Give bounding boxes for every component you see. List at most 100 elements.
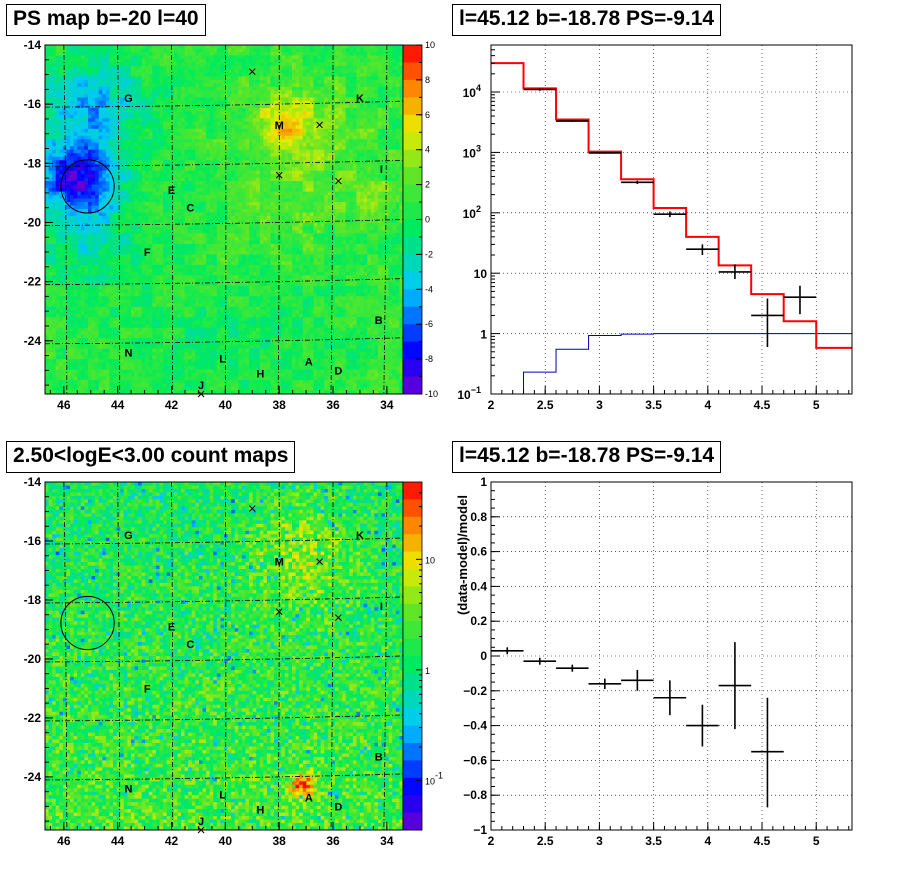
- map-x-tick-label: 44: [111, 398, 125, 412]
- colorbar-tick-label: -2: [425, 249, 433, 259]
- source-label-F: F: [144, 683, 151, 695]
- map-y-tick-label: -20: [24, 652, 42, 666]
- source-label-E: E: [168, 622, 175, 634]
- residual-y-tick-label: −0.4: [463, 719, 487, 733]
- spectrum-y-tick-label: 1: [480, 328, 487, 342]
- data-point: [653, 211, 687, 218]
- source-label-B: B: [375, 315, 383, 327]
- residual-point: [556, 664, 589, 672]
- residual-y-tick-label: −1: [473, 823, 487, 837]
- residual-y-tick-label: 0.6: [470, 545, 487, 559]
- residual-y-axis-title: (data-model)/model: [455, 495, 470, 615]
- source-cross-mark: [197, 390, 205, 398]
- data-point: [686, 244, 719, 256]
- source-label-N: N: [124, 784, 132, 796]
- colorbar: 10 1 10-1: [402, 481, 443, 831]
- residual-y-tick-label: 0: [480, 649, 487, 663]
- target-circle: [60, 595, 115, 651]
- residual-x-tick-label: 5: [813, 834, 820, 848]
- spectrum-y-tick-label: 104: [463, 83, 481, 100]
- residual-y-tick-label: −0.6: [463, 753, 487, 767]
- count-map-title: 2.50<logE<3.00 count maps: [6, 441, 296, 473]
- background-model-line: [491, 333, 852, 395]
- spectrum-y-tick-label: 10−1: [457, 385, 481, 402]
- source-label-I: I: [380, 601, 383, 613]
- colorbar-tick-label: 1: [425, 666, 430, 676]
- source-cross-mark: [316, 121, 323, 129]
- residual-point: [491, 647, 524, 655]
- residual-x-tick-label: 4: [704, 834, 711, 848]
- model-step-line: [491, 62, 852, 349]
- source-label-I: I: [380, 164, 383, 176]
- data-point: [621, 180, 654, 184]
- map-graticule: [44, 481, 404, 831]
- residual-x-tick-label: 3: [596, 834, 603, 848]
- map-y-tick-label: -14: [24, 38, 42, 52]
- source-label-H: H: [256, 368, 264, 380]
- source-label-H: H: [256, 804, 264, 816]
- target-circle: [60, 159, 115, 214]
- source-cross-mark: [275, 171, 283, 179]
- source-label-K: K: [356, 93, 364, 105]
- source-label-E: E: [168, 185, 175, 197]
- colorbar-tick-label: -10: [425, 389, 438, 399]
- source-cross-mark: [248, 68, 256, 75]
- residual-point: [718, 642, 752, 730]
- spectrum-title: l=45.12 b=-18.78 PS=-9.14: [452, 4, 722, 36]
- residual-point: [751, 697, 784, 808]
- spectrum-x-tick-label: 2: [488, 398, 495, 412]
- map-y-tick-label: -24: [24, 334, 42, 348]
- source-label-N: N: [124, 348, 132, 360]
- source-label-J: J: [198, 816, 204, 828]
- map-x-tick-label: 42: [165, 834, 179, 848]
- source-label-D: D: [334, 365, 342, 377]
- spectrum-y-tick-label: 103: [463, 143, 481, 160]
- source-label-C: C: [186, 639, 194, 651]
- map-y-tick-label: -14: [24, 475, 42, 489]
- source-label-L: L: [219, 354, 226, 366]
- source-label-L: L: [219, 790, 226, 802]
- spectrum-x-tick-label: 3: [596, 398, 603, 412]
- colorbar-tick-label: -4: [425, 284, 433, 294]
- residual-panel: 2 2.5 3 3.5 4 4.5 5 1 0.8 0.6 0.4 0.2 0 −0.2 −0.4 −0.6 −…: [455, 475, 853, 848]
- map-panel-0: 46 44 42 40 38 36 34-14-16-18-20-22-24G KMECIFB…: [24, 38, 438, 412]
- colorbar-tick-label: 10-1: [425, 770, 443, 786]
- spectrum-y-tick-label: 102: [463, 204, 481, 221]
- source-cross-mark: [335, 177, 342, 185]
- data-point: [783, 285, 817, 315]
- source-cross-mark: [248, 505, 256, 512]
- map-x-tick-label: 40: [219, 834, 233, 848]
- source-label-M: M: [275, 557, 284, 569]
- spectrum-x-tick-label: 2.5: [537, 398, 554, 412]
- map-cells: [45, 45, 404, 395]
- residual-x-tick-label: 2: [488, 834, 495, 848]
- residual-y-tick-label: −0.2: [463, 684, 487, 698]
- data-point: [751, 298, 784, 347]
- source-label-F: F: [144, 247, 151, 259]
- map-y-tick-label: -20: [24, 215, 42, 229]
- residual-y-tick-label: 0.4: [470, 579, 487, 593]
- source-label-G: G: [124, 93, 133, 105]
- colorbar-tick-label: 10: [425, 555, 435, 565]
- spectrum-x-tick-label: 5: [813, 398, 820, 412]
- map-y-tick-label: -16: [24, 534, 42, 548]
- map-y-tick-label: -22: [24, 275, 42, 289]
- source-label-C: C: [186, 203, 194, 215]
- residual-y-tick-label: 0.2: [470, 614, 487, 628]
- residual-y-tick-label: −0.8: [463, 788, 487, 802]
- source-label-B: B: [375, 751, 383, 763]
- colorbar-tick-label: 6: [425, 110, 430, 120]
- map-x-tick-label: 38: [273, 834, 287, 848]
- map-x-tick-label: 40: [219, 398, 233, 412]
- residual-x-tick-label: 2.5: [537, 834, 554, 848]
- ps-map-title: PS map b=-20 l=40: [6, 4, 206, 36]
- map-x-tick-label: 34: [380, 398, 394, 412]
- map-y-tick-label: -22: [24, 711, 42, 725]
- source-cross-mark: [316, 558, 323, 565]
- map-x-tick-label: 46: [57, 398, 71, 412]
- data-point: [718, 264, 752, 280]
- data-point: [588, 152, 622, 154]
- map-x-tick-label: 38: [273, 398, 287, 412]
- residual-title: l=45.12 b=-18.78 PS=-9.14: [452, 441, 722, 473]
